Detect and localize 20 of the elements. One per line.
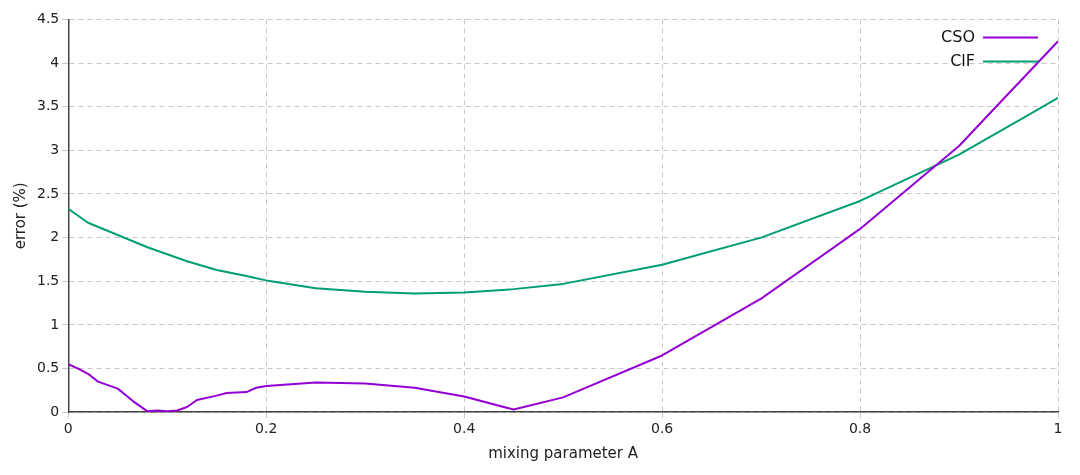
y-tick-label: 4 — [50, 53, 60, 70]
x-tick-label: 0.8 — [848, 420, 872, 437]
legend-label: ClF — [950, 50, 975, 70]
y-tick-label: 0.5 — [37, 359, 60, 376]
x-tick-label: 0.4 — [453, 420, 476, 437]
x-tick-label: 0 — [63, 420, 73, 437]
legend-label: CSO — [941, 26, 975, 46]
y-tick-label: 3 — [50, 140, 60, 157]
y-tick-label: 2 — [50, 228, 60, 245]
y-tick-label: 2.5 — [37, 184, 60, 201]
x-axis-title: mixing parameter A — [488, 443, 639, 462]
x-tick-label: 1 — [1053, 420, 1063, 437]
x-tick-label: 0.2 — [255, 420, 278, 437]
y-tick-label: 0 — [50, 402, 60, 419]
y-tick-label: 3.5 — [37, 97, 60, 114]
x-tick-label: 0.6 — [650, 420, 674, 437]
y-axis-title: error (%) — [10, 182, 29, 250]
y-tick-label: 1 — [50, 315, 60, 332]
y-tick-label: 1.5 — [37, 271, 60, 288]
y-tick-label: 4.5 — [37, 10, 60, 27]
